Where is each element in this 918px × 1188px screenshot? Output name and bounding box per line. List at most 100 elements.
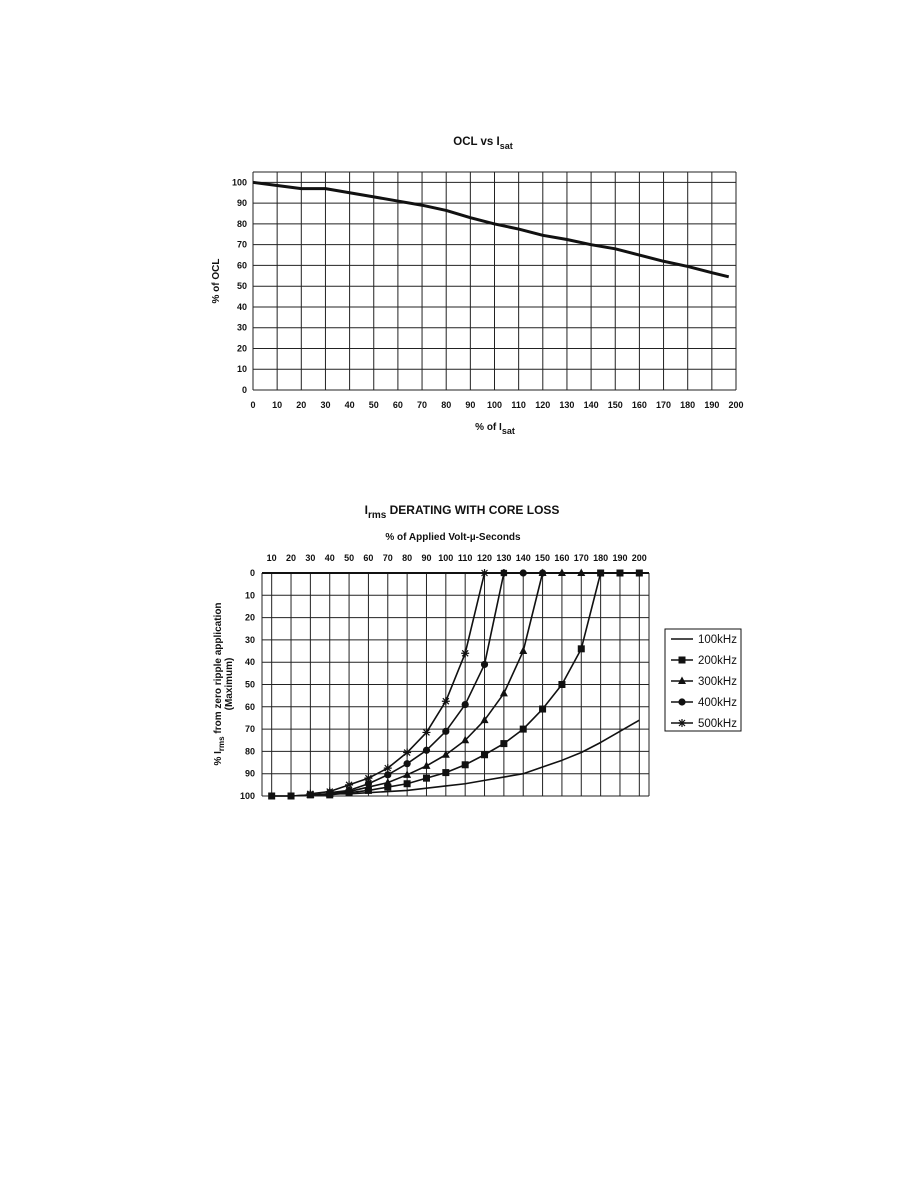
marker-circle [461,700,469,709]
x-tick-label: 50 [369,400,379,410]
marker-square [403,780,411,788]
x-tick-label: 130 [496,553,511,563]
x-tick-label: 180 [680,400,695,410]
marker-star [499,569,508,577]
x-tick-label: 80 [441,400,451,410]
x-tick-label: 150 [535,553,550,563]
title-sub: rms [368,510,387,521]
x-tick-label: 190 [704,400,719,410]
x-tick-label: 60 [393,400,403,410]
marker-star [480,569,489,577]
x-tick-label: 100 [487,400,502,410]
ocl-x-axis-label: % of Isat [475,422,515,436]
title-main: OCL vs I [453,136,499,148]
marker-triangle [383,778,392,786]
title-rest: DERATING WITH CORE LOSS [386,503,559,517]
y-tick-label: 10 [245,590,255,600]
ocl-grid [252,171,737,391]
y-tick-label: 50 [237,281,247,291]
x-tick-label: 40 [325,553,335,563]
marker-star [345,780,354,789]
x-tick-label: 10 [272,400,282,410]
irms-x-ticks: 10 20 30 40 50 60 70 80 90 100 110 120 130 140 150 160 1… [267,553,647,563]
x-tick-label: 70 [417,400,427,410]
ocl-series-line [252,180,730,279]
marker-square [287,792,295,800]
marker-square [539,705,547,713]
x-tick-label: 50 [344,553,354,563]
x-tick-label: 20 [296,400,306,410]
marker-square [616,569,624,577]
x-tick-label: 30 [305,553,315,563]
legend-label: 400kHz [698,697,737,709]
marker-circle [364,780,373,788]
y-tick-label: 100 [232,177,247,187]
series-line-100kHz [271,719,640,797]
marker-circle [422,746,431,754]
ylabel-line1: % I [213,751,224,766]
x-tick-label: 40 [345,400,355,410]
y-tick-label: 50 [245,680,255,690]
marker-square [558,681,566,688]
legend-box [664,628,742,732]
y-tick-label: 70 [237,240,247,250]
marker-star [461,649,470,658]
irms-y-axis-label-line2: (Maximum) [224,658,235,711]
ocl-y-ticks: 0 10 20 30 40 50 60 70 80 90 100 [232,177,247,395]
irms-grid [261,572,650,797]
x-tick-label: 60 [363,553,373,563]
legend-label: 200kHz [698,655,737,667]
marker-square [461,761,469,769]
ocl-x-ticks: 0 10 20 30 40 50 60 70 80 90 100 110 120 130 140 150 160… [250,400,743,410]
x-tick-label: 140 [584,400,599,410]
x-tick-label: 90 [465,400,475,410]
marker-circle [678,698,686,706]
irms-y-axis-label: % Irms from zero ripple application [213,602,226,765]
marker-circle [384,771,392,779]
x-tick-label: 110 [458,553,473,563]
x-tick-label: 120 [477,553,492,563]
marker-triangle [480,715,489,724]
y-tick-label: 30 [245,635,255,645]
marker-square [481,751,489,759]
marker-triangle [519,646,528,655]
y-tick-label: 90 [245,769,255,779]
marker-square [422,774,430,782]
ylabel-rest: from zero ripple application [213,602,224,736]
ylabel-sub: rms [217,736,226,751]
irms-legend: 100kHz 200kHz 300kHz 400kHz 500kHz [664,628,742,732]
marker-star [383,764,392,773]
y-tick-label: 90 [237,198,247,208]
y-tick-label: 0 [242,385,247,395]
marker-circle [403,760,411,768]
x-tick-label: 180 [593,553,608,563]
title-main: I [365,503,368,517]
marker-triangle [499,688,508,697]
x-tick-label: 190 [612,553,627,563]
marker-square [442,769,450,777]
marker-triangle [577,568,586,576]
y-tick-label: 70 [245,724,255,734]
y-tick-label: 30 [237,323,247,333]
x-tick-label: 140 [516,553,531,563]
y-tick-label: 40 [237,302,247,312]
y-tick-label: 100 [240,791,255,801]
marker-star [403,748,412,757]
irms-chart-title: Irms DERATING WITH CORE LOSS [365,503,560,521]
irms-x-axis-label: % of Applied Volt-µ-Seconds [385,532,521,543]
marker-square [519,725,527,733]
marker-square [597,569,605,577]
marker-triangle [422,761,431,769]
y-tick-label: 80 [237,219,247,229]
x-tick-label: 20 [286,553,296,563]
marker-triangle [557,568,566,576]
legend-label: 300kHz [698,676,737,688]
x-tick-label: 170 [656,400,671,410]
marker-star [422,728,431,737]
marker-star [306,789,315,798]
y-tick-label: 20 [237,343,247,353]
x-tick-label: 100 [438,553,453,563]
title-sub: sat [500,141,513,151]
x-tick-label: 160 [632,400,647,410]
